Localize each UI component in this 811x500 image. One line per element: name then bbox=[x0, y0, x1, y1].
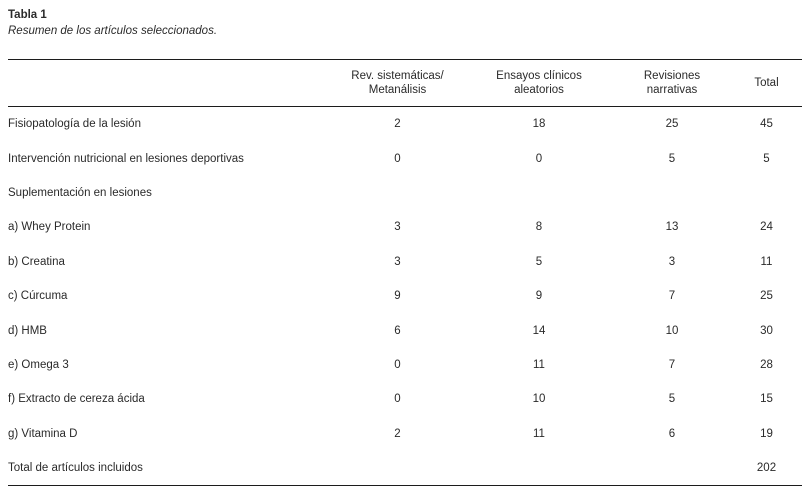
row-value: 9 bbox=[394, 290, 401, 303]
row-value: 0 bbox=[535, 152, 543, 165]
row-value: 3 bbox=[394, 255, 401, 268]
row-value: 3 bbox=[394, 221, 401, 234]
row-value: 10 bbox=[532, 393, 546, 406]
row-value: 7 bbox=[668, 290, 676, 303]
row-label: Intervención nutricional en lesiones dep… bbox=[8, 152, 244, 165]
row-label: b) Creatina bbox=[8, 255, 65, 268]
row-value: 7 bbox=[668, 358, 676, 371]
row-value: 2 bbox=[394, 118, 401, 131]
table-row: c) Cúrcuma 9 9 7 25 bbox=[8, 279, 802, 313]
row-label: Suplementación en lesiones bbox=[8, 186, 152, 199]
table-header: Rev. sistemáticas/ Metanálisis Ensayos c… bbox=[8, 59, 802, 107]
table-row: f) Extracto de cereza ácida 0 10 5 15 bbox=[8, 382, 802, 416]
row-value: 8 bbox=[535, 221, 543, 234]
row-label: e) Omega 3 bbox=[8, 358, 69, 371]
row-value: 6 bbox=[668, 427, 676, 440]
header-empty-cell bbox=[8, 59, 330, 107]
header-rev-sistematicas-metanalisis: Rev. sistemáticas/ Metanálisis bbox=[330, 59, 465, 107]
row-value: 24 bbox=[760, 221, 773, 234]
row-value bbox=[330, 451, 465, 486]
row-value: 11 bbox=[533, 358, 545, 371]
table-caption: Tabla 1 Resumen de los artículos selecci… bbox=[8, 8, 802, 39]
row-value: 9 bbox=[535, 290, 543, 303]
row-value: 0 bbox=[394, 152, 401, 165]
row-value: 5 bbox=[668, 393, 676, 406]
table-row: e) Omega 3 0 11 7 28 bbox=[8, 348, 802, 382]
row-value: 5 bbox=[763, 152, 770, 165]
row-value: 3 bbox=[668, 255, 676, 268]
table-subtitle: Resumen de los artículos seleccionados. bbox=[8, 25, 218, 37]
row-value bbox=[465, 451, 613, 486]
article-table-figure: Tabla 1 Resumen de los artículos selecci… bbox=[8, 8, 802, 487]
row-value: 25 bbox=[760, 290, 773, 303]
row-value: 30 bbox=[760, 324, 773, 337]
row-label: f) Extracto de cereza ácida bbox=[8, 393, 145, 406]
table-row: Intervención nutricional en lesiones dep… bbox=[8, 141, 802, 175]
table-row: Total de artículos incluidos 202 bbox=[8, 451, 802, 486]
table-row: d) HMB 6 14 10 30 bbox=[8, 313, 802, 347]
table-row: b) Creatina 3 5 3 11 bbox=[8, 245, 802, 279]
row-value bbox=[330, 176, 465, 210]
header-row: Rev. sistemáticas/ Metanálisis Ensayos c… bbox=[8, 59, 802, 107]
row-value bbox=[613, 176, 731, 210]
row-label: Total de artículos incluidos bbox=[8, 462, 143, 475]
header-ensayos-clinicos-aleatorios: Ensayos clínicos aleatorios bbox=[465, 59, 613, 107]
row-label: g) Vitamina D bbox=[8, 427, 78, 440]
row-value: 0 bbox=[394, 393, 401, 406]
table-title: Tabla 1 bbox=[8, 9, 47, 21]
row-label: c) Cúrcuma bbox=[8, 290, 68, 303]
header-revisiones-narrativas: Revisiones narrativas bbox=[613, 59, 731, 107]
row-label: d) HMB bbox=[8, 324, 47, 337]
row-value bbox=[465, 176, 613, 210]
row-value: 11 bbox=[533, 427, 545, 440]
table-row: Fisiopatología de la lesión 2 18 25 45 bbox=[8, 107, 802, 142]
row-value: 25 bbox=[665, 118, 679, 131]
row-label: Fisiopatología de la lesión bbox=[8, 118, 141, 131]
row-value: 0 bbox=[394, 358, 401, 371]
row-value: 11 bbox=[760, 255, 773, 268]
summary-table: Rev. sistemáticas/ Metanálisis Ensayos c… bbox=[8, 59, 802, 487]
row-value: 45 bbox=[760, 118, 773, 131]
row-value: 6 bbox=[394, 324, 401, 337]
row-value: 13 bbox=[665, 221, 679, 234]
row-value: 2 bbox=[394, 427, 401, 440]
table-row: Suplementación en lesiones bbox=[8, 176, 802, 210]
row-value: 5 bbox=[535, 255, 543, 268]
table-row: a) Whey Protein 3 8 13 24 bbox=[8, 210, 802, 244]
row-value: 5 bbox=[668, 152, 676, 165]
table-body: Fisiopatología de la lesión 2 18 25 45 Interv… bbox=[8, 107, 802, 486]
row-value: 28 bbox=[760, 358, 773, 371]
header-total: Total bbox=[731, 59, 802, 107]
row-value: 18 bbox=[532, 118, 546, 131]
row-value: 14 bbox=[532, 324, 546, 337]
row-value: 19 bbox=[760, 427, 773, 440]
row-value: 202 bbox=[756, 462, 777, 475]
row-value bbox=[731, 176, 802, 210]
row-label: a) Whey Protein bbox=[8, 221, 91, 234]
table-row: g) Vitamina D 2 11 6 19 bbox=[8, 417, 802, 451]
row-value: 10 bbox=[665, 324, 679, 337]
row-value: 15 bbox=[760, 393, 773, 406]
row-value bbox=[613, 451, 731, 486]
